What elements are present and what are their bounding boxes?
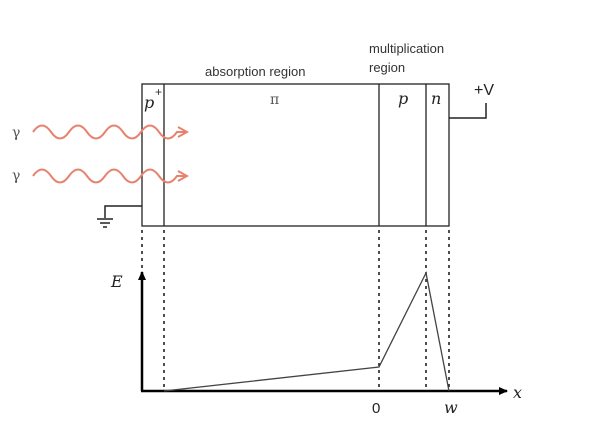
p-plus-superscript: + [155, 85, 162, 99]
photon-label-2: γ [12, 168, 20, 184]
multiplication-region-label-line2: region [369, 60, 405, 75]
electric-field-profile [163, 271, 450, 392]
device-outline [141, 83, 450, 227]
projection-lines [141, 230, 450, 390]
n-region-label: n [431, 89, 441, 108]
bias-voltage-label: +V [474, 82, 494, 99]
pi-region-label: π [270, 92, 279, 108]
width-tick-label: w [444, 398, 458, 417]
bias-lead [449, 103, 487, 119]
photon-wave-2 [32, 168, 186, 184]
photon-label-1: γ [12, 125, 20, 141]
ground-lead [104, 205, 142, 218]
device-structure [141, 83, 450, 227]
p-plus-label: p [144, 93, 154, 112]
multiplication-region-label-line1: multiplication [369, 41, 444, 56]
origin-tick-label: 0 [372, 400, 380, 417]
e-axis-label: E [110, 272, 123, 291]
absorption-region-label: absorption region [205, 64, 305, 79]
p-region-label: p [398, 89, 408, 108]
photon-wave-1 [32, 124, 186, 140]
x-axis-label: x [513, 383, 522, 402]
ground-symbol [97, 205, 142, 228]
bias-contact [449, 103, 487, 119]
